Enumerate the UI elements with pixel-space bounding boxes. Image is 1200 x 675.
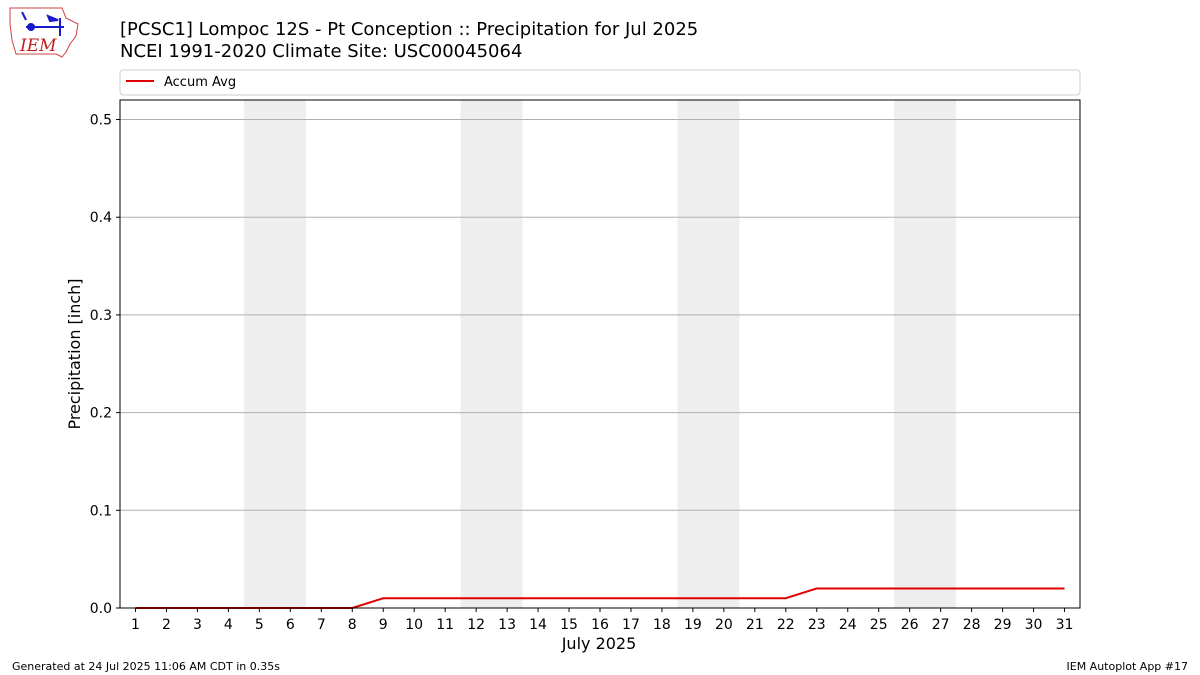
x-tick-label: 29 — [994, 617, 1012, 633]
y-axis-ticks: 0.0 0.1 0.2 0.3 0.4 0.5 — [90, 113, 120, 617]
x-tick-label: 9 — [379, 617, 388, 633]
x-tick-label: 5 — [255, 617, 264, 633]
x-tick-label: 27 — [932, 617, 950, 633]
plot-area: 0.00.10.20.30.40.5 1 2 3 4 5 6 7 8 9 10 11 12 13 14 15… — [90, 99, 1081, 633]
legend: Accum Avg — [119, 69, 1081, 96]
x-tick-label: 22 — [777, 617, 795, 633]
x-tick-label: 4 — [224, 617, 233, 633]
chart-title: [PCSC1] Lompoc 12S - Pt Conception :: Pr… — [120, 19, 698, 40]
y-tick-label: 0.1 — [90, 503, 112, 519]
x-tick-label: 25 — [870, 617, 888, 633]
x-tick-label: 31 — [1056, 617, 1074, 633]
x-tick-label: 15 — [560, 617, 578, 633]
y-tick-label: 0.4 — [90, 210, 112, 226]
x-tick-label: 28 — [963, 617, 981, 633]
weekend-band — [460, 100, 523, 608]
x-tick-label: 6 — [286, 617, 295, 633]
weather-station-icon — [21, 11, 64, 36]
x-tick-label: 24 — [839, 617, 857, 633]
x-tick-label: 20 — [715, 617, 733, 633]
x-tick-label: 2 — [162, 617, 171, 633]
weekend-bands — [243, 100, 957, 608]
x-tick-label: 16 — [591, 617, 609, 633]
weekend-band — [243, 100, 306, 608]
y-tick-label: 0.2 — [90, 406, 112, 422]
y-axis-label: Precipitation [inch] — [65, 278, 84, 429]
x-tick-label: 21 — [746, 617, 764, 633]
x-tick-label: 14 — [529, 617, 547, 633]
footer-generated: Generated at 24 Jul 2025 11:06 AM CDT in… — [12, 660, 280, 673]
x-tick-label: 10 — [405, 617, 423, 633]
x-tick-label: 19 — [684, 617, 702, 633]
x-tick-label: 13 — [498, 617, 516, 633]
x-tick-label: 12 — [467, 617, 485, 633]
footer-app: IEM Autoplot App #17 — [1067, 660, 1189, 673]
x-tick-label: 11 — [436, 617, 454, 633]
x-tick-label: 7 — [317, 617, 326, 633]
weekend-band — [677, 100, 740, 608]
weekend-band — [894, 100, 957, 608]
legend-frame — [119, 69, 1081, 96]
x-tick-label: 3 — [193, 617, 202, 633]
x-tick-label: 26 — [901, 617, 919, 633]
x-tick-label: 17 — [622, 617, 640, 633]
iem-logo: IEM — [9, 7, 79, 58]
y-tick-label: 0.5 — [90, 113, 112, 129]
x-tick-label: 1 — [131, 617, 140, 633]
chart-subtitle: NCEI 1991-2020 Climate Site: USC00045064 — [120, 41, 522, 62]
x-axis-ticks: 1 2 3 4 5 6 7 8 9 10 11 12 13 14 15 16 17 18 19 20 21 22 23 24 2… — [131, 608, 1073, 633]
x-tick-label: 8 — [348, 617, 357, 633]
y-tick-label: 0.3 — [90, 308, 112, 324]
x-tick-label: 23 — [808, 617, 826, 633]
logo-text: IEM — [19, 36, 57, 56]
x-axis-label: July 2025 — [561, 634, 637, 653]
y-tick-label: 0.0 — [90, 601, 112, 617]
x-tick-label: 18 — [653, 617, 671, 633]
x-tick-label: 30 — [1025, 617, 1043, 633]
legend-label: Accum Avg — [164, 75, 236, 90]
